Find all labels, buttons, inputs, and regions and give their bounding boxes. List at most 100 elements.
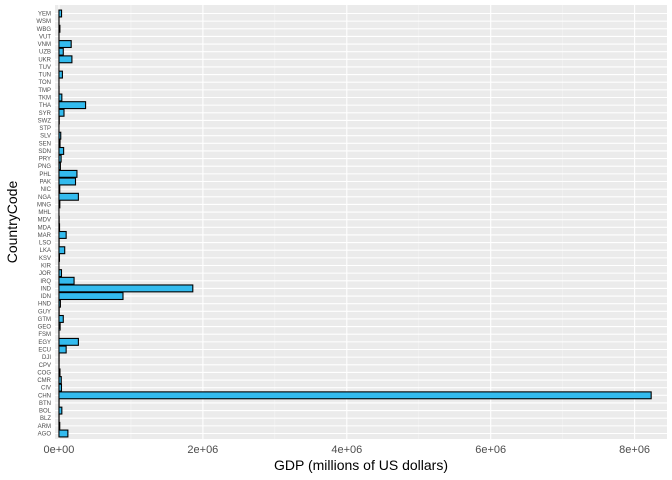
plot-panel bbox=[55, 5, 667, 439]
y-tick-label: SYR bbox=[39, 111, 52, 117]
bar-mda bbox=[58, 223, 61, 232]
x-tick-label: 2e+06 bbox=[187, 444, 218, 456]
x-tick-label: 6e+06 bbox=[475, 444, 506, 456]
y-tick-label: BTN bbox=[39, 401, 51, 407]
y-tick-label: TMP bbox=[38, 88, 51, 94]
bar-irq bbox=[58, 276, 75, 285]
bar-pak bbox=[58, 177, 77, 186]
y-tick-label: BLZ bbox=[40, 416, 51, 422]
y-tick-label: FSM bbox=[38, 332, 51, 338]
y-tick-label: KIR bbox=[41, 264, 52, 270]
bar-mng bbox=[58, 200, 61, 209]
y-tick-label: ARM bbox=[38, 424, 51, 430]
bar-ksv bbox=[58, 253, 61, 262]
x-tick-label: 8e+06 bbox=[619, 444, 650, 456]
y-tick-label: LKA bbox=[40, 248, 51, 254]
y-tick-label: MNG bbox=[37, 202, 51, 208]
bar-syr bbox=[58, 108, 65, 117]
y-tick-label: SWZ bbox=[38, 118, 52, 124]
y-tick-label: DJI bbox=[42, 355, 51, 361]
bar-civ bbox=[58, 383, 63, 392]
bar-sdn bbox=[58, 146, 65, 155]
bar-hnd bbox=[58, 299, 61, 308]
bar-wbg bbox=[58, 24, 61, 33]
bar-mar bbox=[58, 230, 67, 239]
bar-yem bbox=[58, 9, 63, 18]
y-tick-label: IDN bbox=[41, 294, 51, 300]
bar-geo bbox=[58, 322, 61, 331]
y-tick-label: UZB bbox=[39, 50, 51, 56]
y-tick-label: TUV bbox=[39, 65, 51, 71]
y-tick-label: EGY bbox=[38, 340, 51, 346]
y-tick-label: JOR bbox=[39, 271, 52, 277]
y-tick-label: IND bbox=[41, 286, 52, 292]
y-tick-label: MAR bbox=[38, 233, 52, 239]
x-tick-labels: 0e+00 2e+06 4e+06 6e+06 8e+06 bbox=[44, 444, 651, 456]
y-tick-label: NGA bbox=[38, 195, 51, 201]
bar-ecu bbox=[58, 345, 67, 354]
y-tick-label: MDA bbox=[38, 225, 51, 231]
y-tick-label: KSV bbox=[39, 256, 51, 262]
y-tick-label: MHL bbox=[38, 210, 51, 216]
bar-tun bbox=[58, 70, 63, 79]
y-tick-label: VUT bbox=[39, 34, 51, 40]
bar-ago bbox=[58, 429, 69, 438]
bar-uzb bbox=[58, 47, 64, 56]
y-tick-label: HND bbox=[38, 302, 52, 308]
bar-cmr bbox=[58, 376, 62, 385]
y-tick-label: GUY bbox=[38, 309, 51, 315]
y-tick-label: PRY bbox=[39, 157, 51, 163]
bars bbox=[58, 9, 652, 438]
y-tick-label: CMR bbox=[37, 378, 51, 384]
bar-vnm bbox=[58, 40, 72, 49]
bar-lka bbox=[58, 246, 66, 255]
y-axis-title: CountryCode bbox=[4, 181, 20, 264]
y-tick-label: GEO bbox=[38, 325, 52, 331]
x-tick-label: 4e+06 bbox=[331, 444, 362, 456]
y-tick-label: WBG bbox=[37, 27, 52, 33]
y-tick-label: CIV bbox=[41, 386, 51, 392]
bar-cog bbox=[58, 368, 61, 377]
y-tick-label: THA bbox=[39, 103, 51, 109]
y-tick-label: PNG bbox=[38, 164, 51, 170]
y-tick-label: NIC bbox=[41, 187, 52, 193]
bar-idn bbox=[58, 292, 124, 301]
bar-tha bbox=[58, 101, 87, 110]
y-tick-label: PAK bbox=[39, 180, 51, 186]
bar-png bbox=[58, 162, 61, 171]
bar-ind bbox=[58, 284, 194, 293]
bar-sen bbox=[58, 139, 61, 148]
bar-egy bbox=[58, 337, 79, 346]
bar-tkm bbox=[58, 93, 63, 102]
y-tick-label: PHL bbox=[39, 172, 51, 178]
y-tick-label: SDN bbox=[38, 149, 51, 155]
grid-lines bbox=[55, 5, 667, 439]
y-tick-label: ECU bbox=[38, 348, 51, 354]
bar-pry bbox=[58, 154, 62, 163]
bar-ukr bbox=[58, 55, 73, 64]
bar-nga bbox=[58, 192, 79, 201]
y-tick-label: CPV bbox=[39, 363, 51, 369]
y-tick-label: TON bbox=[38, 80, 51, 86]
y-tick-label: COG bbox=[37, 370, 51, 376]
x-tick-label: 0e+00 bbox=[44, 444, 75, 456]
y-tick-label: LSO bbox=[39, 241, 51, 247]
bar-nic bbox=[58, 185, 61, 194]
y-tick-label: TKM bbox=[38, 96, 51, 102]
y-tick-label: TUN bbox=[39, 73, 51, 79]
y-tick-label: CHN bbox=[38, 393, 51, 399]
bar-slv bbox=[58, 131, 62, 140]
y-tick-label: WSM bbox=[36, 19, 51, 25]
y-tick-label: UKR bbox=[38, 57, 51, 63]
y-tick-label: AGO bbox=[38, 432, 52, 438]
y-tick-label: SLV bbox=[40, 134, 51, 140]
bar-phl bbox=[58, 169, 78, 178]
y-tick-label: BOL bbox=[39, 409, 52, 415]
bar-jor bbox=[58, 269, 63, 278]
y-tick-label: SEN bbox=[39, 141, 51, 147]
y-tick-label: GTM bbox=[38, 317, 51, 323]
y-tick-label: IRQ bbox=[40, 279, 51, 285]
